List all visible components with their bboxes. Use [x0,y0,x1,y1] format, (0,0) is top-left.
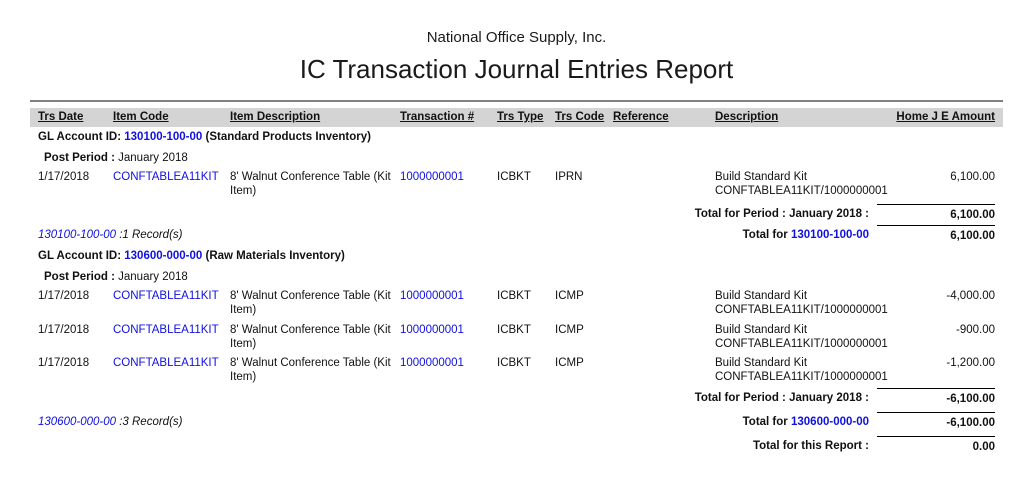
cell-trs-date: 1/17/2018 [38,357,90,369]
col-header-description: Description [715,111,779,123]
post-period-label: Post Period : [44,152,115,164]
account-total-row: 130100-100-00 :1 Record(s) Total for 130… [38,225,995,243]
gl-account-name: (Standard Products Inventory) [205,131,371,143]
cell-transaction-num-link[interactable]: 1000000001 [400,324,464,336]
account-total-amount: 6,100.00 [877,225,995,243]
account-total-label-text: Total for [742,416,788,428]
post-period-value: January 2018 [118,271,188,283]
cell-item-description: 8' Walnut Conference Table (Kit Item) [230,324,391,350]
gl-account-header: GL Account ID: 130100-100-00 (Standard P… [38,130,995,144]
gl-account-header: GL Account ID: 130600-000-00 (Raw Materi… [38,249,995,263]
post-period-label: Post Period : [44,271,115,283]
col-header-trs-date: Trs Date [38,111,84,123]
col-header-item-code: Item Code [113,111,169,123]
period-total-label: Total for Period : January 2018 : [694,392,869,404]
cell-transaction-num-link[interactable]: 1000000001 [400,171,464,183]
cell-trs-date: 1/17/2018 [38,290,90,302]
cell-item-code-link[interactable]: CONFTABLEA11KIT [113,290,219,302]
account-total-amount: -6,100.00 [877,412,995,430]
period-total-amount: -6,100.00 [877,388,995,406]
cell-trs-code: ICMP [555,290,584,302]
post-period-value: January 2018 [118,152,188,164]
report-total-label: Total for this Report : [752,440,869,452]
cell-trs-type: ICBKT [497,357,531,369]
cell-trs-code: IPRN [555,171,583,183]
record-count-text: :3 Record(s) [119,416,183,428]
cell-trs-code: ICMP [555,357,584,369]
gl-account-id-link[interactable]: 130600-000-00 [124,250,203,262]
col-header-transaction-num: Transaction # [400,111,475,123]
period-total-label: Total for Period : January 2018 : [694,208,869,220]
cell-amount: -4,000.00 [946,290,995,302]
table-row: 1/17/2018 CONFTABLEA11KIT 8' Walnut Conf… [38,170,995,198]
cell-trs-code: ICMP [555,324,584,336]
cell-description: Build Standard Kit CONFTABLEA11KIT/10000… [715,357,888,383]
col-header-reference: Reference [613,111,669,123]
report-body: GL Account ID: 130100-100-00 (Standard P… [38,130,995,454]
report-title: IC Transaction Journal Entries Report [299,54,734,84]
cell-item-code-link[interactable]: CONFTABLEA11KIT [113,324,219,336]
cell-reference [613,356,715,384]
table-header-band: Trs Date Item Code Item Description Tran… [30,108,1003,127]
cell-trs-type: ICBKT [497,171,531,183]
header-double-rule [30,100,1003,102]
table-row: 1/17/2018 CONFTABLEA11KIT 8' Walnut Conf… [38,323,995,351]
cell-item-code-link[interactable]: CONFTABLEA11KIT [113,171,219,183]
col-header-item-description: Item Description [230,111,321,123]
record-count-account-link[interactable]: 130600-000-00 [38,416,117,428]
cell-trs-date: 1/17/2018 [38,171,90,183]
account-total-label: Total for 130100-100-00 [338,225,877,242]
cell-item-description: 8' Walnut Conference Table (Kit Item) [230,357,391,383]
account-total-id-link[interactable]: 130100-100-00 [790,229,869,241]
cell-transaction-num-link[interactable]: 1000000001 [400,357,464,369]
col-header-trs-type: Trs Type [497,111,544,123]
account-total-id-link[interactable]: 130600-000-00 [790,416,869,428]
table-row: 1/17/2018 CONFTABLEA11KIT 8' Walnut Conf… [38,289,995,317]
cell-description: Build Standard Kit CONFTABLEA11KIT/10000… [715,290,888,316]
record-count: 130100-100-00 :1 Record(s) [38,225,338,242]
cell-item-description: 8' Walnut Conference Table (Kit Item) [230,171,391,197]
gl-account-id-link[interactable]: 130100-100-00 [124,131,203,143]
period-total-row: Total for Period : January 2018 : 6,100.… [38,204,995,222]
report-total-amount: 0.00 [877,436,995,454]
cell-item-description: 8' Walnut Conference Table (Kit Item) [230,290,391,316]
report-page: National Office Supply, Inc. IC Transact… [0,30,1033,454]
post-period-line: Post Period : January 2018 [38,270,995,284]
record-count-account-link[interactable]: 130100-100-00 [38,229,117,241]
cell-reference [613,289,715,317]
record-count-text: :1 Record(s) [119,229,183,241]
record-count: 130600-000-00 :3 Record(s) [38,412,338,429]
company-name: National Office Supply, Inc. [426,29,607,46]
cell-item-code-link[interactable]: CONFTABLEA11KIT [113,357,219,369]
cell-trs-date: 1/17/2018 [38,324,90,336]
account-total-label: Total for 130600-000-00 [338,412,877,429]
cell-reference [613,323,715,351]
cell-amount: -900.00 [955,324,995,336]
cell-reference [613,170,715,198]
period-total-amount: 6,100.00 [877,204,995,222]
cell-transaction-num-link[interactable]: 1000000001 [400,290,464,302]
cell-description: Build Standard Kit CONFTABLEA11KIT/10000… [715,171,888,197]
gl-account-name: (Raw Materials Inventory) [205,250,345,262]
cell-description: Build Standard Kit CONFTABLEA11KIT/10000… [715,324,888,350]
post-period-line: Post Period : January 2018 [38,151,995,165]
gl-account-label: GL Account ID: [38,131,122,143]
col-header-trs-code: Trs Code [555,111,605,123]
table-row: 1/17/2018 CONFTABLEA11KIT 8' Walnut Conf… [38,356,995,384]
table-header-row: Trs Date Item Code Item Description Tran… [38,110,995,124]
account-total-label-text: Total for [742,229,788,241]
col-header-home-je-amount: Home J E Amount [896,111,995,123]
cell-amount: -1,200.00 [946,357,995,369]
period-total-row: Total for Period : January 2018 : -6,100… [38,388,995,406]
account-total-row: 130600-000-00 :3 Record(s) Total for 130… [38,412,995,430]
cell-trs-type: ICBKT [497,290,531,302]
cell-trs-type: ICBKT [497,324,531,336]
cell-amount: 6,100.00 [950,171,995,183]
gl-account-label: GL Account ID: [38,250,122,262]
report-total-row: Total for this Report : 0.00 [38,436,995,454]
